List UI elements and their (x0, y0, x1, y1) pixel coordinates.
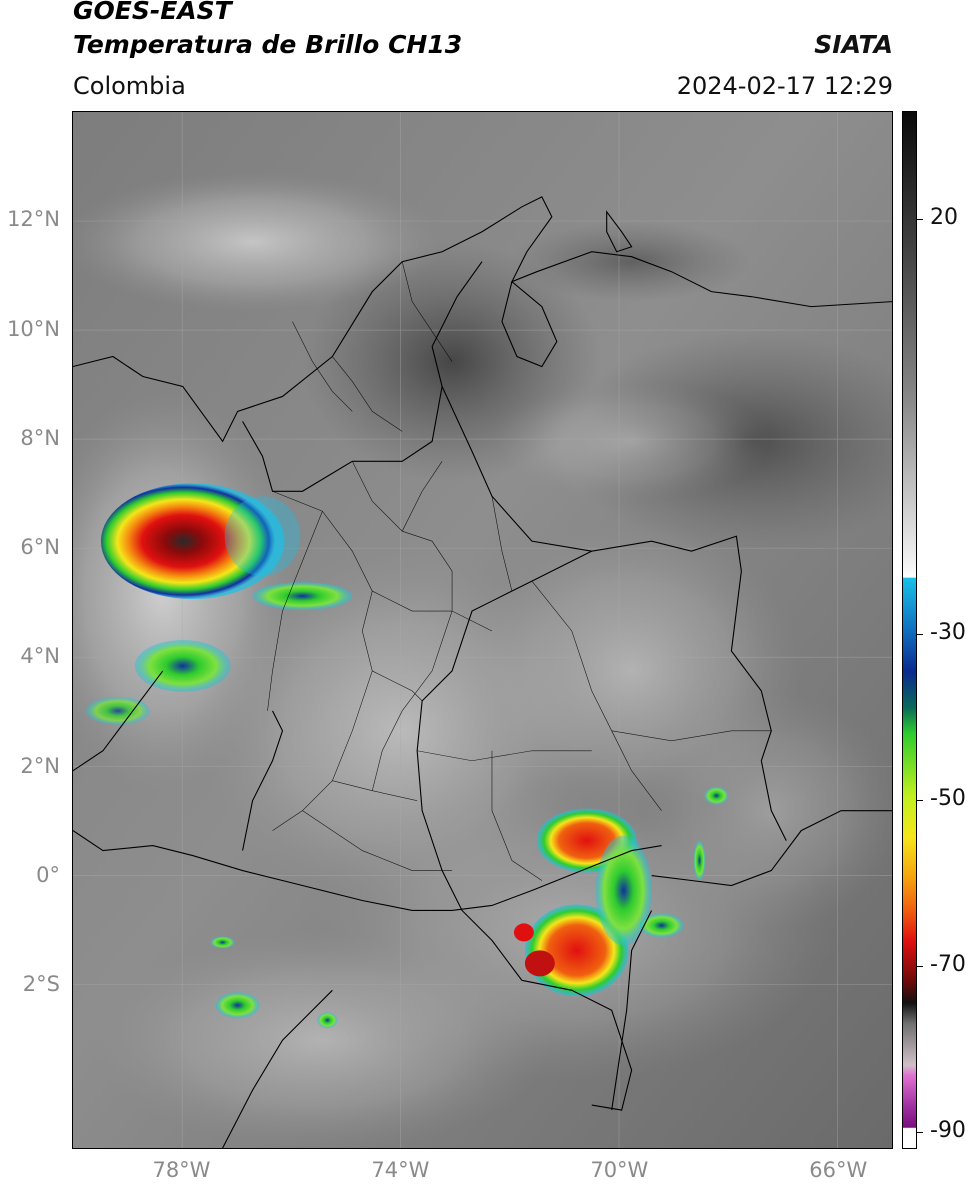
timestamp: 2024-02-17 12:29 (676, 72, 893, 100)
lon-label-3: 66°W (809, 1158, 868, 1182)
colorbar-tick-label-0: 20 (930, 204, 958, 230)
colorbar-tick-label-4: -90 (930, 1118, 966, 1144)
colorbar-tick (917, 218, 923, 220)
colorbar-tick-label-2: -50 (930, 786, 966, 812)
lat-label-4: 4°N (20, 644, 60, 669)
lat-label-7: 2°S (22, 972, 60, 997)
lat-label-0: 12°N (7, 207, 60, 232)
product-subtitle: Temperatura de Brillo CH13 (73, 30, 463, 59)
colorbar-tick (917, 800, 923, 802)
lat-label-2: 8°N (20, 425, 60, 450)
satellite-map[interactable] (72, 111, 893, 1149)
lat-label-3: 6°N (20, 535, 60, 560)
lat-label-6: 0° (36, 862, 60, 887)
country-borders (73, 196, 892, 1148)
product-title: GOES-EAST (73, 0, 232, 25)
colorbar-tick-label-3: -70 (930, 952, 966, 978)
colorbar-tick (917, 1132, 923, 1134)
brand-label: SIATA (814, 30, 893, 59)
colorbar-tick (917, 966, 923, 968)
convective-storms (85, 483, 729, 1029)
lon-label-1: 74°W (371, 1158, 430, 1182)
temperature-colorbar (902, 111, 917, 1149)
department-borders (267, 261, 772, 881)
colorbar-tick-label-1: -30 (930, 620, 966, 646)
region-label: Colombia (73, 72, 186, 100)
colorbar-tick (917, 634, 923, 636)
lat-label-5: 2°N (20, 753, 60, 778)
map-canvas (73, 112, 892, 1148)
lon-label-0: 78°W (152, 1158, 211, 1182)
lat-label-1: 10°N (7, 316, 60, 341)
lon-label-2: 70°W (590, 1158, 649, 1182)
